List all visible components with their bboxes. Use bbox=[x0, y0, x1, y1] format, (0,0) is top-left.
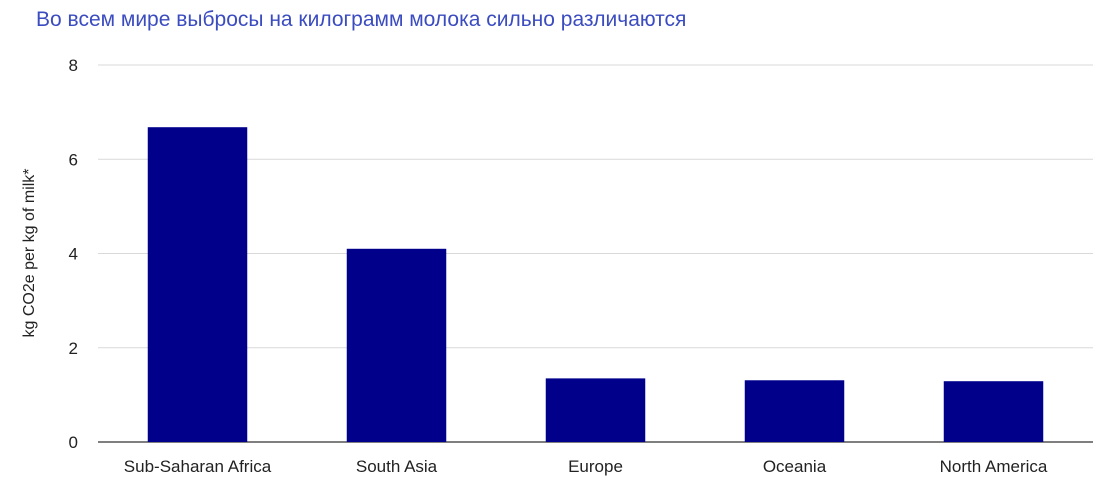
bar-north-america bbox=[943, 381, 1044, 442]
x-tick-label: South Asia bbox=[356, 457, 438, 476]
bars bbox=[147, 127, 1044, 442]
y-axis-label: kg CO2e per kg of milk* bbox=[21, 169, 38, 338]
x-tick-label: Sub-Saharan Africa bbox=[124, 457, 272, 476]
bar-sub-saharan-africa bbox=[147, 127, 248, 442]
x-tick-label: North America bbox=[940, 457, 1048, 476]
x-tick-label: Europe bbox=[568, 457, 623, 476]
x-tick-label: Oceania bbox=[763, 457, 827, 476]
bar-europe bbox=[545, 378, 646, 442]
bar-south-asia bbox=[346, 248, 447, 442]
y-tick-label: 6 bbox=[69, 150, 78, 169]
bar-oceania bbox=[744, 380, 845, 442]
y-tick-label: 0 bbox=[69, 433, 78, 452]
y-tick-label: 4 bbox=[69, 245, 78, 264]
x-axis-ticks: Sub-Saharan Africa South Asia Europe Oceani… bbox=[124, 457, 1048, 476]
y-tick-label: 2 bbox=[69, 339, 78, 358]
y-tick-label: 8 bbox=[69, 56, 78, 75]
chart-title: Во всем мире выбросы на килограмм молока… bbox=[36, 8, 687, 31]
y-axis-ticks: 0 2 4 6 8 bbox=[69, 56, 78, 452]
